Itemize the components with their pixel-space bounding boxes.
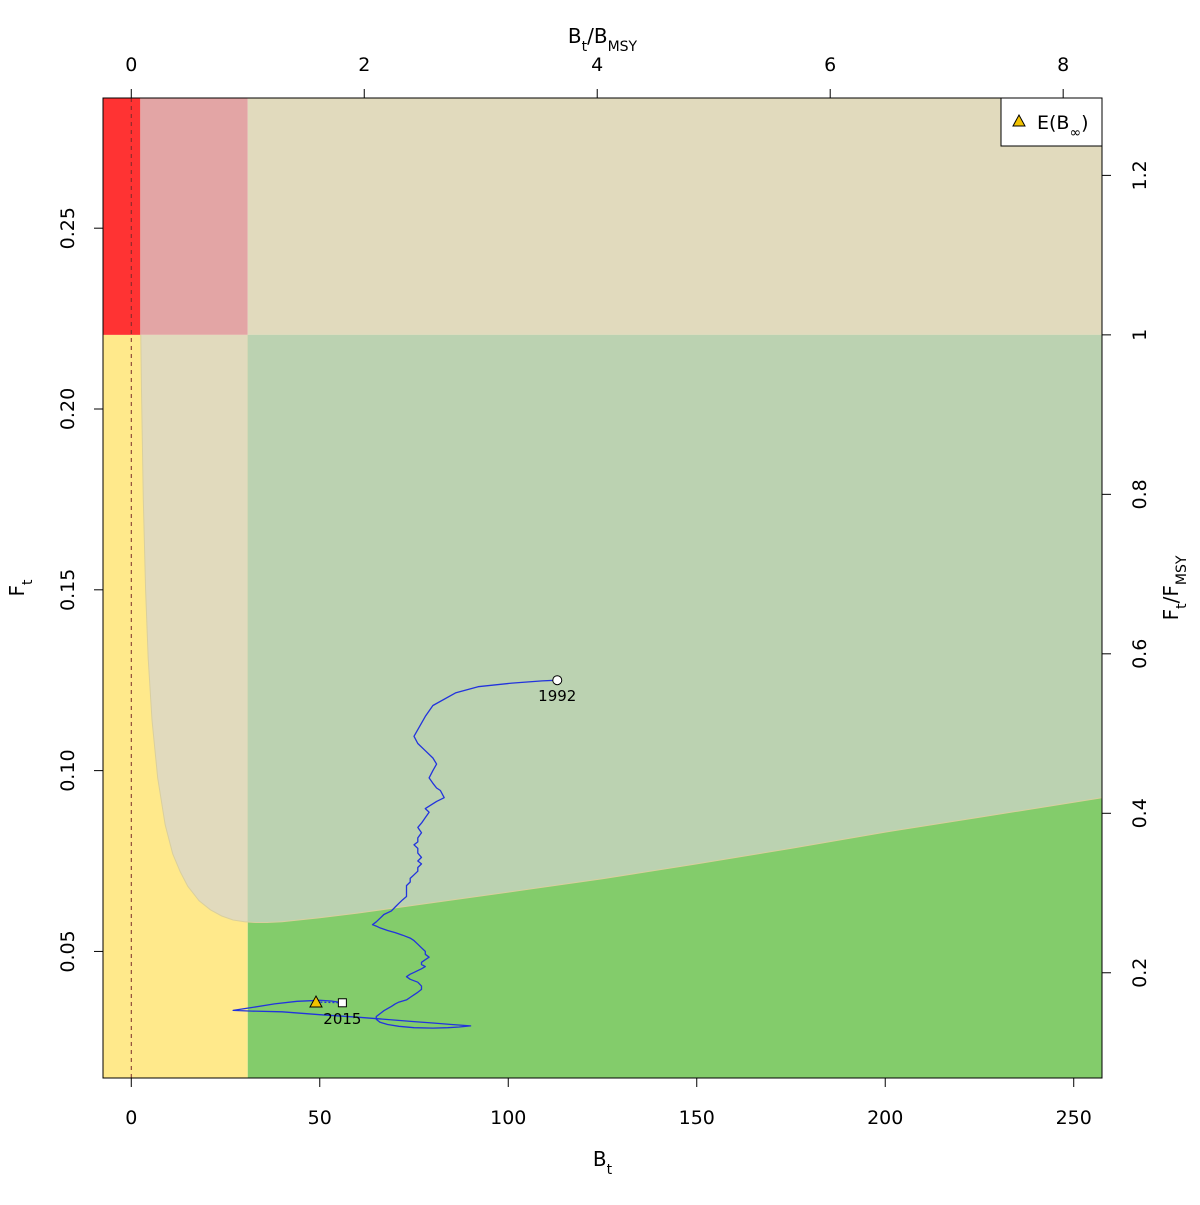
y2-tick-label: 0.6 — [1129, 639, 1151, 669]
y-tick-label: 0.10 — [57, 749, 79, 791]
status-regions — [103, 98, 1102, 1078]
y2-tick-label: 0.8 — [1129, 479, 1151, 509]
yield-curve-line — [140, 334, 1102, 923]
y2-tick-label: 1 — [1129, 329, 1151, 341]
x2-tick-label: 4 — [591, 54, 603, 76]
y2-tick-label: 1.2 — [1129, 160, 1151, 190]
x2-tick-label: 2 — [358, 54, 370, 76]
points-layer: 1992 2015 — [309, 675, 576, 1028]
point-expected — [309, 995, 323, 1008]
region-light-green — [247, 334, 1102, 923]
plot-frame — [102, 97, 1103, 1079]
x2-tick-label: 8 — [1057, 54, 1069, 76]
x-axis-title: Bt — [593, 1147, 613, 1178]
x-tick-label: 100 — [490, 1107, 526, 1129]
x2-tick-label: 0 — [125, 54, 137, 76]
point-end — [337, 998, 347, 1008]
y-axis-title: Ft — [5, 579, 36, 597]
y-tick-label: 0.15 — [57, 569, 79, 611]
point-label-end: 2015 — [323, 1010, 361, 1028]
point-start — [552, 675, 563, 686]
x2-axis-title: Bt/BMSY — [568, 24, 638, 55]
legend: E(B∞) — [1000, 97, 1103, 147]
region-tan — [247, 98, 1102, 335]
x-tick-label: 200 — [867, 1107, 903, 1129]
legend-triangle-marker — [1012, 113, 1026, 127]
x-tick-label: 150 — [679, 1107, 715, 1129]
x-tick-label: 250 — [1056, 1107, 1092, 1129]
x-tick-label: 0 — [125, 1107, 137, 1129]
y-tick-label: 0.25 — [57, 207, 79, 249]
point-label-start: 1992 — [538, 687, 576, 705]
x-tick-label: 50 — [308, 1107, 332, 1129]
region-tan-lower — [140, 334, 248, 923]
legend-label: E(B∞) — [1037, 112, 1089, 141]
y-tick-label: 0.05 — [57, 930, 79, 972]
region-red — [103, 98, 141, 335]
series-layer — [232, 679, 558, 1029]
y2-tick-label: 0.4 — [1129, 798, 1151, 828]
region-pink — [140, 98, 248, 335]
y-tick-label: 0.20 — [57, 388, 79, 430]
y2-axis-title: Ft/FMSY — [1159, 555, 1190, 620]
y2-tick-label: 0.2 — [1129, 958, 1151, 988]
axes-layer: 0 50 100 150 200 250 0.05 0.10 0.15 0.20 0.25 0 2 4 6 8… — [5, 24, 1190, 1178]
trajectory-line-0 — [232, 679, 558, 1029]
x2-tick-label: 6 — [824, 54, 836, 76]
